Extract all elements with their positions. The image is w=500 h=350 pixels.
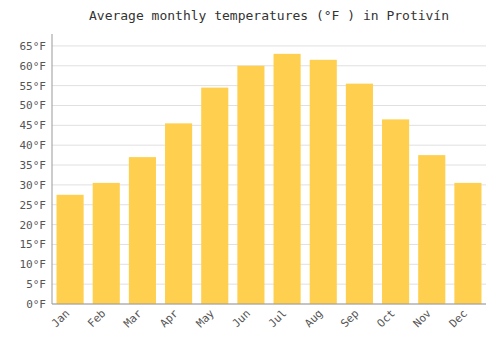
y-tick-label: 0°F	[26, 298, 46, 311]
grid-line	[52, 65, 486, 66]
bars	[57, 54, 482, 304]
x-tick-label: Feb	[85, 307, 108, 330]
y-tick-label: 50°F	[20, 99, 47, 112]
y-tick-label: 60°F	[20, 60, 47, 73]
y-tick-label: 40°F	[20, 139, 47, 152]
chart: Average monthly temperatures (°F ) in Pr…	[0, 0, 500, 350]
bar	[310, 60, 337, 304]
x-tick-label: Oct	[374, 307, 397, 330]
y-tick-label: 10°F	[20, 258, 47, 271]
y-tick-label: 25°F	[20, 199, 47, 212]
x-tick-label: Sep	[338, 307, 361, 330]
bar	[346, 84, 373, 304]
y-tick-label: 55°F	[20, 80, 47, 93]
grid-line	[52, 145, 486, 146]
grid-line	[52, 45, 486, 46]
x-tick-label: May	[194, 307, 218, 331]
bar	[201, 88, 228, 304]
x-tick-label: Jan	[49, 307, 72, 330]
bar	[382, 119, 409, 304]
y-tick-label: 45°F	[20, 119, 47, 132]
grid	[52, 46, 486, 304]
bar	[237, 66, 264, 304]
x-tick-label: Apr	[157, 307, 181, 331]
y-tick-label: 5°F	[26, 278, 46, 291]
x-tick-label: Jul	[266, 307, 289, 330]
y-tick-label: 15°F	[20, 238, 47, 251]
x-tick-label: Nov	[411, 307, 435, 331]
bar	[274, 54, 301, 304]
grid-line	[52, 105, 486, 106]
bar	[418, 155, 445, 304]
y-tick-label: 65°F	[20, 40, 47, 53]
y-tick-label: 30°F	[20, 179, 47, 192]
grid-line	[52, 304, 486, 305]
bar	[93, 183, 120, 304]
y-tick-label: 35°F	[20, 159, 47, 172]
title: Average monthly temperatures (°F ) in Pr…	[89, 8, 449, 23]
x-tick-label: Dec	[447, 307, 470, 330]
x-tick-label: Mar	[121, 307, 145, 331]
x-tick-label: Aug	[302, 307, 325, 330]
bar	[57, 195, 84, 304]
x-tick-label: Jun	[230, 307, 253, 330]
x-axis-line	[52, 304, 486, 305]
y-axis-line	[52, 34, 53, 304]
bar	[129, 157, 156, 304]
y-tick-label: 20°F	[20, 219, 47, 232]
grid-line	[52, 125, 486, 126]
bar	[454, 183, 481, 304]
bar	[165, 123, 192, 304]
grid-line	[52, 85, 486, 86]
